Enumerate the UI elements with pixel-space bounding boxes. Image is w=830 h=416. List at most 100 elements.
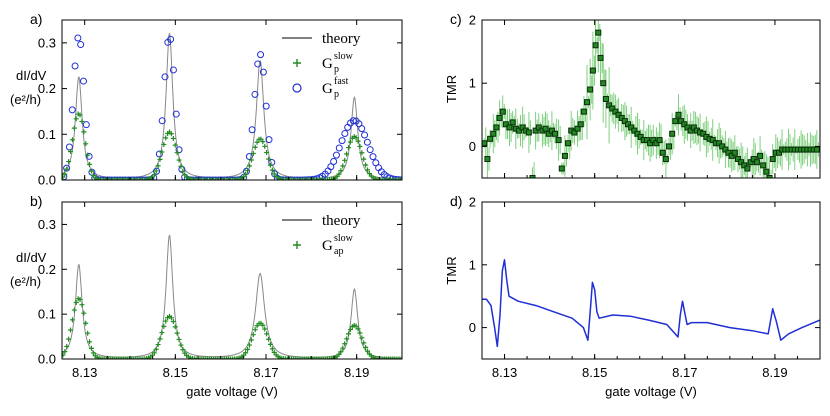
axes-frame-d	[481, 201, 821, 360]
slow-point	[250, 332, 256, 338]
slow-point	[245, 168, 251, 174]
slow-point	[168, 131, 174, 137]
tmr-data-point	[647, 140, 654, 147]
tmr-data-point	[580, 108, 587, 115]
fast-point	[265, 136, 273, 144]
slow-point	[210, 177, 216, 180]
fast-point	[122, 176, 130, 180]
slow-point	[248, 157, 254, 163]
slow-point	[155, 342, 161, 348]
error-band	[483, 20, 819, 178]
tmr-data-point	[709, 137, 716, 144]
fast-point	[361, 131, 369, 139]
fast-point	[254, 60, 262, 68]
tmr-data-point	[675, 111, 682, 118]
tmr-data-point	[565, 140, 572, 147]
slow-point	[170, 135, 176, 141]
x-axis-label: gate voltage (V)	[605, 384, 697, 399]
tmr-data-point	[595, 29, 602, 36]
fast-point	[262, 102, 270, 110]
slow-point	[264, 331, 270, 337]
slow-point	[260, 322, 266, 328]
tmr-data-point	[487, 135, 494, 142]
slow-point	[176, 336, 182, 342]
y-tick-label: 1	[469, 257, 476, 272]
tmr-data-point	[600, 80, 607, 87]
tmr-data-point	[813, 146, 820, 153]
slow-point	[216, 356, 222, 359]
x-tick-label: 8.17	[253, 365, 278, 380]
fast-point	[259, 68, 267, 76]
fast-point	[82, 121, 90, 129]
tmr-data-point	[672, 118, 679, 125]
fast-point	[158, 117, 166, 125]
tmr-data-point	[484, 156, 491, 163]
slow-point	[87, 161, 93, 167]
fast-point	[113, 176, 121, 180]
slow-point	[153, 168, 159, 174]
slow-point	[180, 168, 186, 174]
slow-point	[128, 177, 134, 180]
legend-label: G	[322, 56, 333, 72]
slow-point	[254, 139, 260, 145]
slow-point	[340, 345, 346, 351]
fast-point	[200, 176, 208, 180]
fast-point	[214, 176, 222, 180]
legend-subscript: p	[334, 89, 339, 100]
slow-point	[121, 356, 127, 359]
slow-point	[62, 174, 66, 180]
slow-point	[302, 356, 308, 359]
fast-point	[220, 176, 228, 180]
slow-point	[205, 177, 211, 180]
tmr-data-point	[515, 127, 522, 134]
slow-point	[347, 139, 353, 145]
slow-point	[306, 356, 312, 359]
slow-point	[267, 162, 273, 168]
fast-point	[257, 51, 265, 59]
fast-point	[79, 77, 87, 85]
slow-point	[81, 129, 87, 135]
slow-point	[357, 330, 363, 336]
fast-point	[110, 176, 118, 180]
slow-point	[304, 177, 310, 180]
slow-point	[296, 356, 302, 359]
tmr-data-point	[561, 152, 568, 159]
slow-point	[262, 326, 268, 332]
slow-point	[307, 177, 313, 180]
slow-point	[393, 177, 399, 180]
tmr-data-point	[725, 149, 732, 156]
fast-point	[332, 151, 340, 159]
slow-point	[71, 307, 77, 313]
slow-point	[309, 356, 315, 359]
slow-point	[178, 342, 184, 348]
tmr-data-point	[509, 119, 516, 126]
slow-point	[85, 152, 91, 158]
legend-label: G	[322, 81, 333, 97]
tmr-data-point	[678, 118, 685, 125]
tmr-data-point	[766, 175, 773, 178]
fast-point	[169, 66, 177, 74]
slow-point	[69, 317, 75, 323]
x-tick-label: 8.15	[163, 365, 188, 380]
slow-point	[294, 356, 300, 359]
tmr-data-point	[502, 121, 509, 128]
slow-point	[81, 310, 87, 316]
tmr-data-point	[690, 124, 697, 131]
slow-point	[355, 138, 361, 144]
tmr-data-point	[634, 130, 641, 137]
y-tick-label: 2	[469, 195, 476, 210]
slow-point	[296, 177, 302, 180]
slow-point	[121, 177, 127, 180]
slow-point	[252, 144, 258, 150]
slow-point	[298, 177, 304, 180]
y-tick-label: 0	[469, 139, 476, 154]
slow-point	[172, 324, 178, 330]
fast-point	[366, 146, 374, 154]
slow-point	[397, 177, 402, 180]
tmr-data-point	[587, 86, 594, 93]
x-tick-label: 8.19	[762, 365, 787, 380]
slow-point	[62, 171, 68, 177]
tmr-data-point	[757, 152, 764, 159]
slow-point	[157, 336, 163, 342]
